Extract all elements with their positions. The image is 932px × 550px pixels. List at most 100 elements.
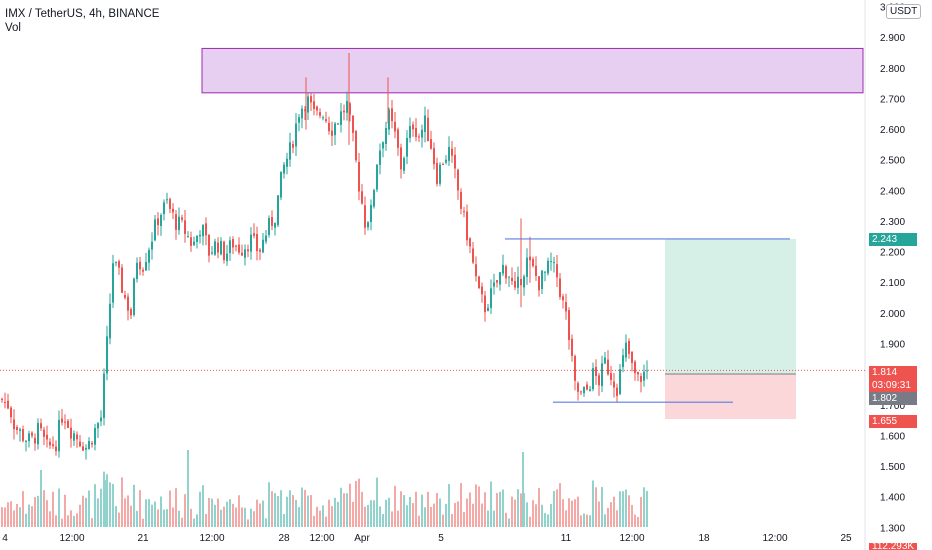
volume-bar bbox=[316, 506, 318, 527]
candle-body bbox=[460, 191, 462, 209]
volume-bar bbox=[46, 500, 48, 527]
candle-body bbox=[118, 261, 120, 268]
volume-bar bbox=[139, 490, 141, 527]
volume-bar bbox=[622, 491, 624, 527]
volume-bar bbox=[76, 513, 78, 527]
volume-bar bbox=[454, 502, 456, 527]
candle-body bbox=[580, 391, 582, 393]
price-tick-label: 2.000 bbox=[880, 309, 905, 320]
candle-body bbox=[175, 214, 177, 230]
volume-bar bbox=[415, 491, 417, 527]
candle-body bbox=[133, 278, 135, 315]
candle-body bbox=[70, 427, 72, 439]
candle-body bbox=[448, 146, 450, 161]
volume-bar bbox=[583, 513, 585, 527]
candle-body bbox=[478, 276, 480, 289]
candle-body bbox=[466, 211, 468, 241]
candle-body bbox=[127, 296, 129, 311]
volume-bar bbox=[214, 504, 216, 527]
volume-bar bbox=[430, 506, 432, 527]
time-tick-label: 11 bbox=[561, 533, 572, 544]
candle-body bbox=[295, 123, 297, 147]
volume-bar bbox=[187, 450, 189, 527]
candle-body bbox=[307, 96, 309, 113]
candle-body bbox=[592, 368, 594, 390]
candle-body bbox=[340, 111, 342, 125]
volume-bar bbox=[136, 510, 138, 527]
volume-bar bbox=[406, 505, 408, 527]
candle-body bbox=[268, 218, 270, 235]
candle-body bbox=[250, 234, 252, 252]
volume-bar bbox=[484, 492, 486, 527]
volume-bar bbox=[34, 497, 36, 527]
chart-title: IMX / TetherUS, 4h, BINANCE bbox=[5, 8, 160, 20]
currency-button[interactable]: USDT bbox=[886, 4, 922, 19]
candle-body bbox=[349, 103, 351, 115]
candle-body bbox=[526, 257, 528, 277]
entry-price-tag: 1.802 bbox=[869, 392, 917, 405]
volume-bar bbox=[289, 490, 291, 527]
volume-bar bbox=[169, 490, 171, 527]
volume-bar bbox=[241, 507, 243, 527]
volume-bar bbox=[124, 498, 126, 527]
stop-price-tag: 1.655 bbox=[869, 415, 917, 428]
candle-body bbox=[490, 288, 492, 308]
volume-bar bbox=[319, 510, 321, 527]
volume-bar bbox=[535, 504, 537, 527]
candle-body bbox=[568, 310, 570, 341]
volume-bar bbox=[307, 495, 309, 527]
candle-body bbox=[235, 245, 237, 247]
volume-bar bbox=[310, 495, 312, 527]
candle-body bbox=[358, 162, 360, 192]
volume-bar bbox=[49, 511, 51, 527]
volume-bar bbox=[520, 493, 522, 527]
target-price-tag: 2.243 bbox=[869, 233, 917, 246]
candle-body bbox=[373, 190, 375, 207]
volume-bar bbox=[388, 497, 390, 527]
candle-body bbox=[43, 429, 45, 437]
candle-body bbox=[49, 441, 51, 446]
candle-body bbox=[514, 281, 516, 288]
volume-bar bbox=[16, 503, 18, 527]
resistance-zone-layer bbox=[201, 47, 864, 94]
volume-bar bbox=[547, 514, 549, 527]
resistance-zone-box bbox=[201, 47, 864, 94]
volume-bar bbox=[589, 515, 591, 527]
time-tick-label: 12:00 bbox=[199, 533, 224, 544]
volume-bar bbox=[376, 477, 378, 527]
candle-body bbox=[139, 261, 141, 270]
candle-body bbox=[25, 440, 27, 442]
volume-bar bbox=[274, 493, 276, 527]
candle-body bbox=[469, 238, 471, 247]
volume-bar bbox=[592, 480, 594, 527]
volume-indicator-label[interactable]: Vol bbox=[5, 22, 21, 34]
volume-bar bbox=[193, 518, 195, 527]
candle-body bbox=[58, 419, 60, 452]
candle-body bbox=[238, 244, 240, 253]
candle-body bbox=[220, 240, 222, 255]
candle-body bbox=[421, 129, 423, 138]
candle-body bbox=[262, 239, 264, 253]
candle-body bbox=[259, 249, 261, 252]
candle-body bbox=[628, 340, 630, 354]
candle-body bbox=[400, 147, 402, 170]
volume-bar bbox=[97, 498, 99, 527]
volume-bar bbox=[52, 491, 54, 527]
volume-bar bbox=[229, 499, 231, 527]
volume-bar bbox=[121, 477, 123, 527]
candle-body bbox=[19, 429, 21, 432]
candle-body bbox=[457, 169, 459, 191]
candle-body bbox=[403, 157, 405, 171]
volume-bar bbox=[85, 497, 87, 527]
candle-body bbox=[22, 429, 24, 441]
candle-body bbox=[226, 253, 228, 261]
price-tick-label: 2.400 bbox=[880, 186, 905, 197]
volume-bar bbox=[580, 515, 582, 527]
candle-body bbox=[46, 434, 48, 440]
volume-bar bbox=[199, 491, 201, 527]
candle-body bbox=[103, 373, 105, 418]
candle-body bbox=[613, 381, 615, 388]
volume-bar bbox=[562, 499, 564, 527]
